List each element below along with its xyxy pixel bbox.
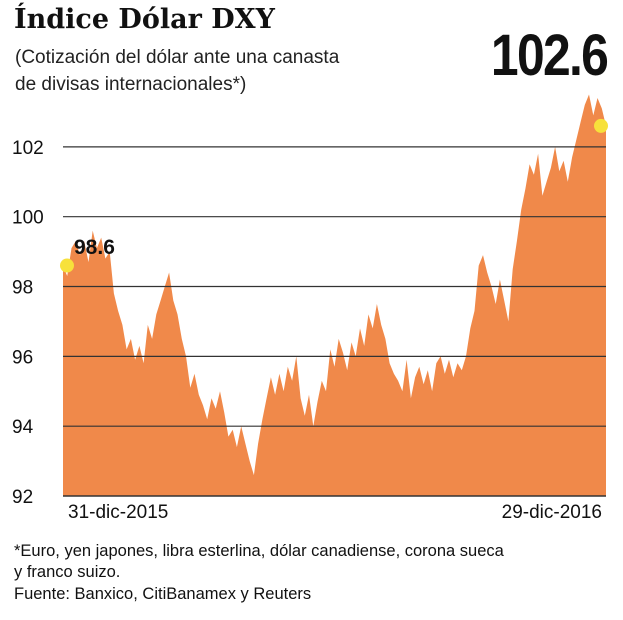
y-tick-label: 92: [12, 487, 33, 508]
chart-subtitle: (Cotización del dólar ante una canasta d…: [15, 44, 339, 98]
area-series: [63, 94, 606, 496]
headline-value: 102.6: [490, 23, 609, 88]
watermark-seal-icon: [199, 192, 411, 363]
x-label-end: 29-dic-2016: [502, 502, 602, 523]
y-tick-label: 102: [12, 138, 44, 159]
x-label-start: 31-dic-2015: [68, 502, 168, 523]
y-tick-label: 94: [12, 417, 34, 438]
chart-area: 92 94 96 98 100 102 31-dic-2015 29-dic-2016 9…: [12, 94, 608, 523]
subtitle-line-2: de divisas internacionales*): [15, 74, 247, 95]
y-tick-label: 100: [12, 208, 44, 229]
start-value-label: 98.6: [74, 236, 115, 259]
source-note: Fuente: Banxico, CitiBanamex y Reuters: [14, 585, 312, 603]
area-fill: [63, 94, 606, 496]
end-marker: [594, 118, 608, 133]
start-marker: [60, 258, 74, 273]
y-tick-label: 96: [12, 347, 33, 368]
gridlines: [63, 146, 606, 497]
chart-title: Índice Dólar DXY: [14, 4, 275, 35]
y-tick-label: 98: [12, 278, 33, 299]
y-axis-labels: 92 94 96 98 100 102: [12, 138, 44, 508]
end-markers: [60, 118, 608, 273]
footnote-line-2: y franco suizo.: [14, 563, 121, 581]
subtitle-line-1: (Cotización del dólar ante una canasta: [15, 47, 340, 68]
footnote: *Euro, yen japones, libra esterlina, dól…: [14, 541, 504, 583]
footnote-line-1: *Euro, yen japones, libra esterlina, dól…: [14, 542, 504, 560]
